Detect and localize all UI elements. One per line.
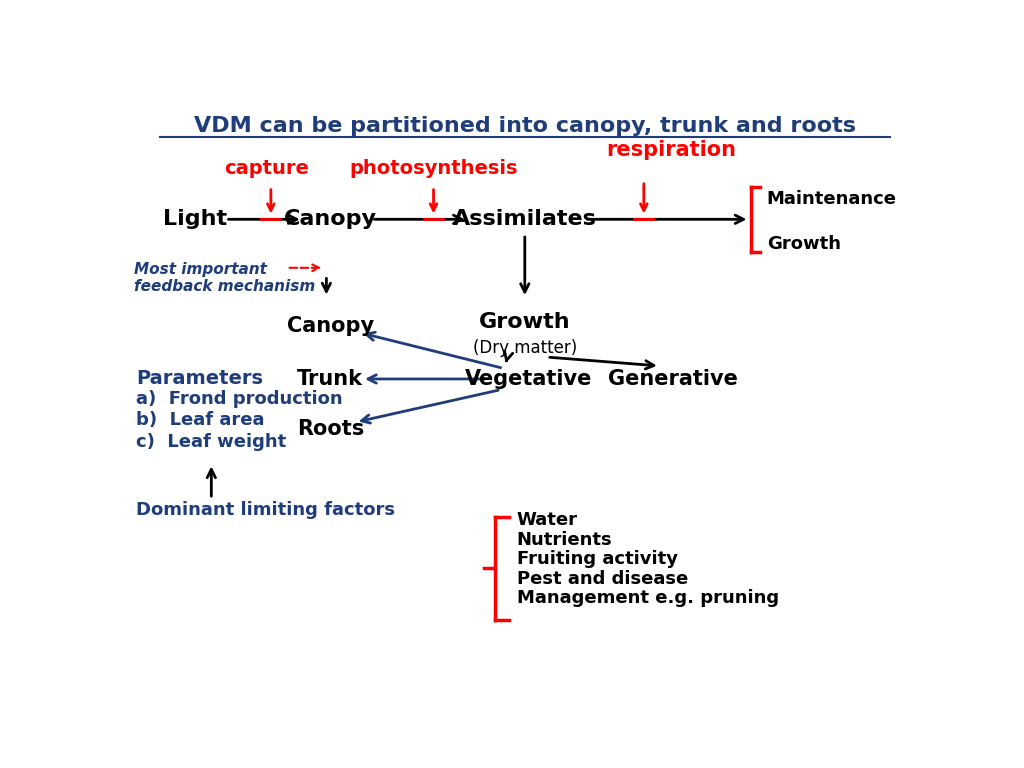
Text: capture: capture <box>224 159 309 178</box>
Text: Roots: Roots <box>297 419 364 439</box>
Text: Nutrients: Nutrients <box>517 531 612 549</box>
Text: Growth: Growth <box>767 235 841 253</box>
Text: Assimilates: Assimilates <box>453 210 597 230</box>
Text: Water: Water <box>517 511 578 529</box>
Text: Parameters: Parameters <box>136 369 263 388</box>
Text: Generative: Generative <box>608 369 738 389</box>
Text: Growth: Growth <box>479 312 570 332</box>
Text: respiration: respiration <box>606 141 736 161</box>
Text: Maintenance: Maintenance <box>767 190 897 207</box>
Text: Pest and disease: Pest and disease <box>517 570 688 588</box>
Text: Vegetative: Vegetative <box>465 369 593 389</box>
Text: c)  Leaf weight: c) Leaf weight <box>136 433 286 451</box>
Text: (Dry matter): (Dry matter) <box>473 339 577 357</box>
Text: Trunk: Trunk <box>297 369 364 389</box>
Text: Most important
feedback mechanism: Most important feedback mechanism <box>134 262 315 294</box>
Text: Management e.g. pruning: Management e.g. pruning <box>517 589 779 607</box>
Text: Fruiting activity: Fruiting activity <box>517 551 678 568</box>
Text: Dominant limiting factors: Dominant limiting factors <box>136 502 395 519</box>
Text: VDM can be partitioned into canopy, trunk and roots: VDM can be partitioned into canopy, trun… <box>194 116 856 136</box>
Text: a)  Frond production: a) Frond production <box>136 389 343 408</box>
Text: b)  Leaf area: b) Leaf area <box>136 412 264 429</box>
Text: Light: Light <box>164 210 227 230</box>
Text: Canopy: Canopy <box>287 316 374 336</box>
Text: Canopy: Canopy <box>284 210 377 230</box>
Text: photosynthesis: photosynthesis <box>349 159 518 178</box>
